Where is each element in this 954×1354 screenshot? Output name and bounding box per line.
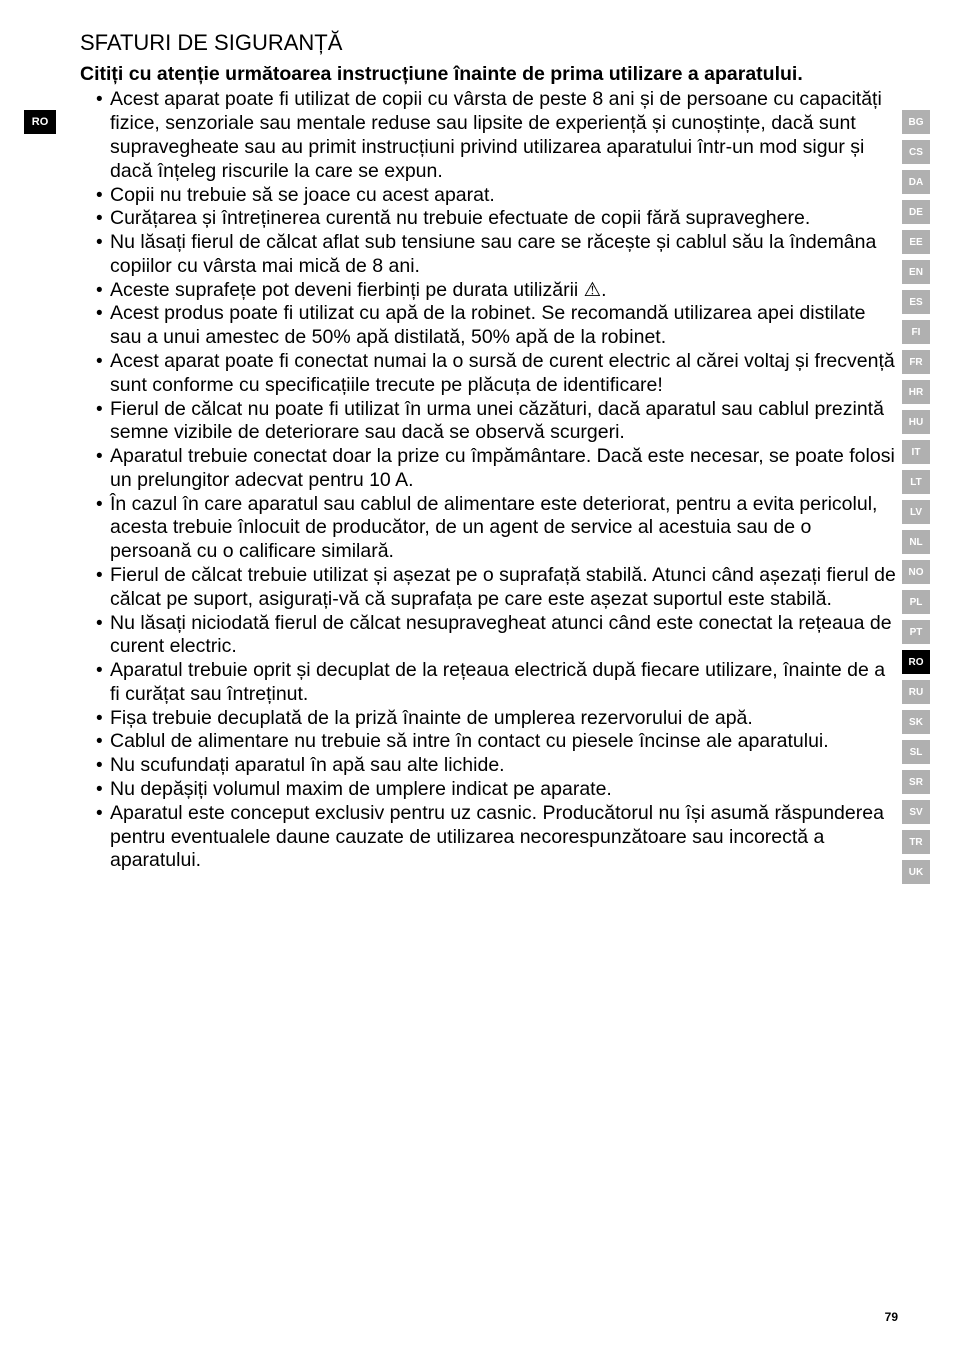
language-tab-hr[interactable]: HR xyxy=(902,380,930,404)
language-tabs-right: BG CS DA DE EE EN ES FI FR HR HU IT LT LV NL NO PL PT RO RU… xyxy=(902,110,930,884)
language-tab-fr[interactable]: FR xyxy=(902,350,930,374)
language-tab-fi[interactable]: FI xyxy=(902,320,930,344)
language-tab-left: RO xyxy=(24,110,56,134)
bullet-item: Nu scufundați aparatul în apă sau alte l… xyxy=(96,754,898,778)
bullet-item: Aparatul trebuie oprit și decuplat de la… xyxy=(96,659,898,707)
bullet-item: Acest aparat poate fi conectat numai la … xyxy=(96,350,898,398)
language-tab-bg[interactable]: BG xyxy=(902,110,930,134)
bullet-item: Fierul de călcat nu poate fi utilizat în… xyxy=(96,398,898,446)
language-tab-pl[interactable]: PL xyxy=(902,590,930,614)
language-tab-it[interactable]: IT xyxy=(902,440,930,464)
bullet-item: Nu depășiți volumul maxim de umplere ind… xyxy=(96,778,898,802)
language-tab-es[interactable]: ES xyxy=(902,290,930,314)
bullet-item: Cablul de alimentare nu trebuie să intre… xyxy=(96,730,898,754)
bullet-item: Aparatul este conceput exclusiv pentru u… xyxy=(96,802,898,873)
language-tab-tr[interactable]: TR xyxy=(902,830,930,854)
intro-text: Citiți cu atenție următoarea instrucțiun… xyxy=(80,62,898,86)
language-tab-sr[interactable]: SR xyxy=(902,770,930,794)
bullet-item: Aparatul trebuie conectat doar la prize … xyxy=(96,445,898,493)
language-tab-sl[interactable]: SL xyxy=(902,740,930,764)
language-tab-ro[interactable]: RO xyxy=(902,650,930,674)
language-tab-sv[interactable]: SV xyxy=(902,800,930,824)
language-tab-uk[interactable]: UK xyxy=(902,860,930,884)
bullet-item: Acest produs poate fi utilizat cu apă de… xyxy=(96,302,898,350)
bullet-item: Copii nu trebuie să se joace cu acest ap… xyxy=(96,184,898,208)
language-tab-ee[interactable]: EE xyxy=(902,230,930,254)
bullet-item: În cazul în care aparatul sau cablul de … xyxy=(96,493,898,564)
bullet-item: Curățarea și întreținerea curentă nu tre… xyxy=(96,207,898,231)
page-number: 79 xyxy=(885,1310,898,1324)
language-tab-lt[interactable]: LT xyxy=(902,470,930,494)
language-tab-sk[interactable]: SK xyxy=(902,710,930,734)
language-tab-cs[interactable]: CS xyxy=(902,140,930,164)
bullet-item: Nu lăsați fierul de călcat aflat sub ten… xyxy=(96,231,898,279)
bullet-item: Fișa trebuie decuplată de la priză înain… xyxy=(96,707,898,731)
language-tab-ru[interactable]: RU xyxy=(902,680,930,704)
language-tab-no[interactable]: NO xyxy=(902,560,930,584)
language-tab-da[interactable]: DA xyxy=(902,170,930,194)
language-tab-pt[interactable]: PT xyxy=(902,620,930,644)
bullet-item: Nu lăsați niciodată fierul de călcat nes… xyxy=(96,612,898,660)
language-tab-en[interactable]: EN xyxy=(902,260,930,284)
bullet-item: Acest aparat poate fi utilizat de copii … xyxy=(96,88,898,183)
section-title: SFATURI DE SIGURANȚĂ xyxy=(80,30,898,56)
bullet-item: Fierul de călcat trebuie utilizat și așe… xyxy=(96,564,898,612)
safety-bullet-list: Acest aparat poate fi utilizat de copii … xyxy=(80,88,898,873)
language-tab-lv[interactable]: LV xyxy=(902,500,930,524)
language-tab-hu[interactable]: HU xyxy=(902,410,930,434)
language-tab-nl[interactable]: NL xyxy=(902,530,930,554)
bullet-item: Aceste suprafețe pot deveni fierbinți pe… xyxy=(96,279,898,303)
language-tab-de[interactable]: DE xyxy=(902,200,930,224)
